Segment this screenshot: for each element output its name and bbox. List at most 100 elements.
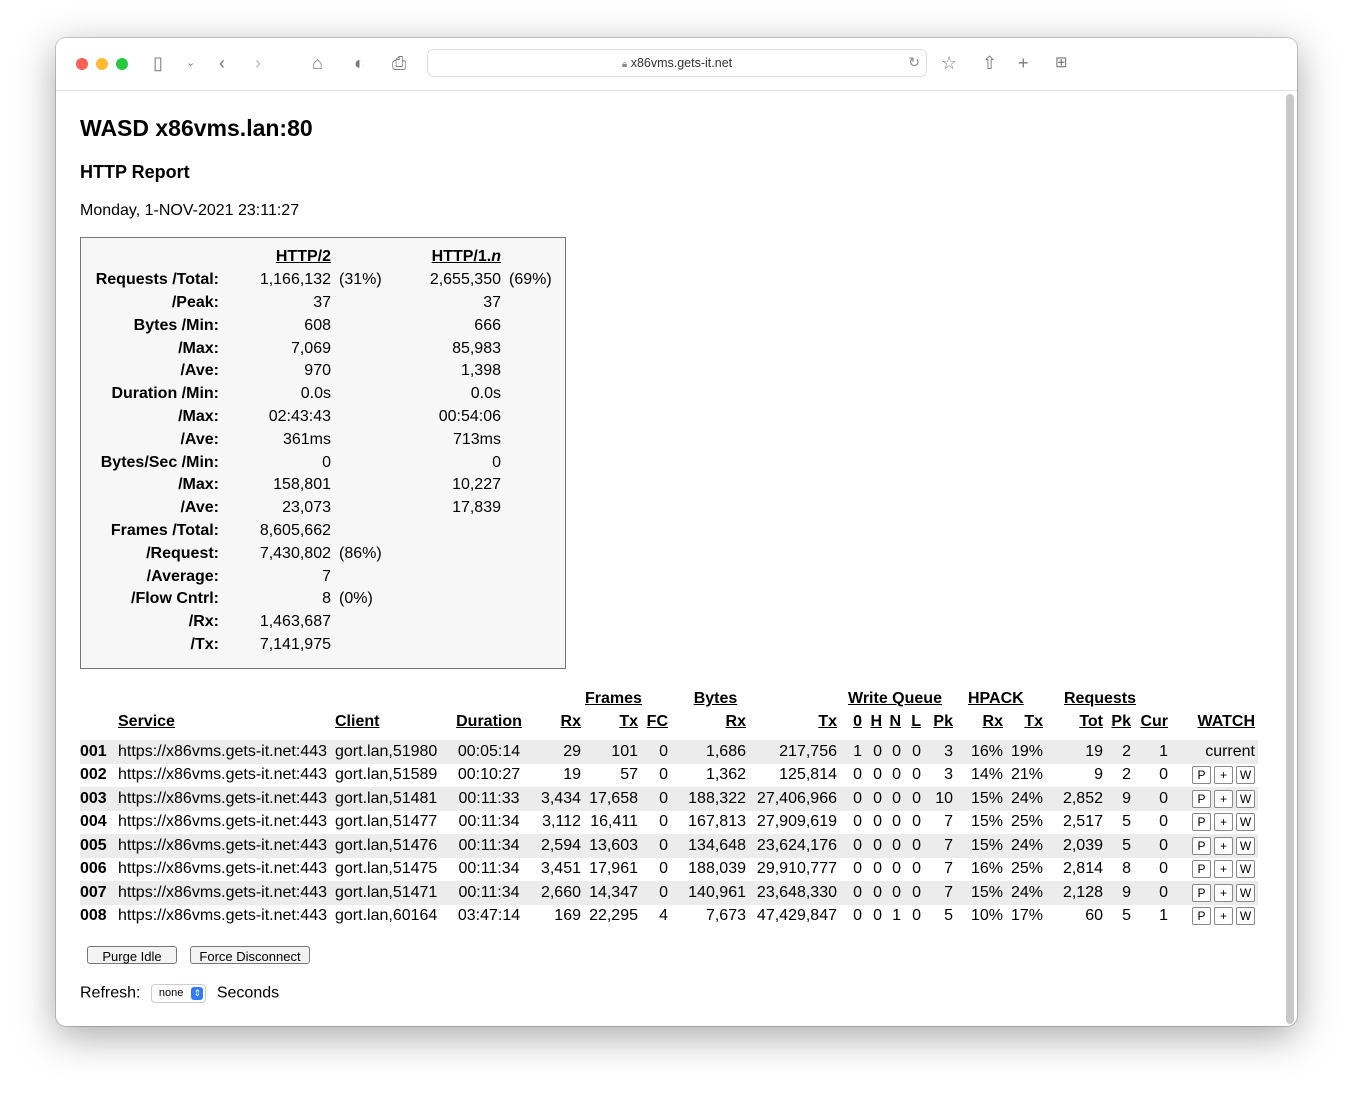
summary-row: Bytes /Min: 608 666: [81, 314, 561, 337]
column-header[interactable]: Service: [118, 713, 175, 731]
connection-cell: 0: [1134, 881, 1171, 905]
share-icon[interactable]: ⇧: [982, 53, 998, 73]
bytes-group-header: Bytes: [693, 689, 738, 707]
purge-connection-button[interactable]: P: [1192, 789, 1211, 808]
minimize-window-button[interactable]: [96, 58, 108, 70]
connection-cell: 16%: [970, 860, 1003, 878]
watch-connection-button[interactable]: W: [1236, 766, 1255, 785]
expand-connection-button[interactable]: +: [1214, 789, 1233, 808]
connection-cell: 13,603: [584, 834, 641, 858]
column-header[interactable]: Rx: [560, 713, 581, 731]
summary-label: /Request:: [146, 544, 219, 562]
http1-value: 0: [492, 453, 501, 471]
purge-connection-button[interactable]: P: [1192, 883, 1211, 902]
connection-cell: 4: [659, 907, 668, 925]
sidebar-icon[interactable]: ▯: [153, 53, 163, 73]
column-header[interactable]: Rx: [725, 713, 746, 731]
connection-cell: 125,814: [779, 766, 837, 784]
watch-connection-button[interactable]: W: [1236, 789, 1255, 808]
column-header[interactable]: Duration: [456, 713, 522, 731]
http2-value: 361ms: [282, 430, 331, 448]
purge-idle-button[interactable]: Purge Idle: [87, 946, 177, 964]
http2-value: 970: [304, 362, 331, 380]
purge-connection-button[interactable]: P: [1192, 813, 1211, 832]
summary-row: /Peak: 37 37: [81, 292, 561, 315]
http2-percent: [331, 406, 389, 429]
connection-cell: 0: [912, 766, 921, 784]
purge-connection-button[interactable]: P: [1192, 860, 1211, 879]
column-header[interactable]: Tx: [818, 713, 837, 731]
purge-connection-button[interactable]: P: [1192, 836, 1211, 855]
column-header[interactable]: Client: [335, 713, 380, 731]
connection-cell: 0: [865, 787, 885, 811]
purge-connection-button[interactable]: P: [1192, 907, 1211, 926]
force-disconnect-button[interactable]: Force Disconnect: [190, 946, 310, 964]
select-arrows-icon: ⇕: [191, 986, 204, 1000]
column-header[interactable]: Pk: [933, 713, 953, 731]
column-header[interactable]: Rx: [982, 713, 1003, 731]
column-header[interactable]: L: [911, 713, 921, 731]
report-date: Monday, 1-NOV-2021 23:11:27: [80, 202, 300, 219]
connection-row: 007 https://x86vms.gets-it.net:443 gort.la…: [80, 881, 1258, 905]
connection-cell: https://x86vms.gets-it.net:443: [118, 787, 335, 811]
forward-icon[interactable]: ›: [255, 53, 261, 73]
http1-value: [389, 611, 501, 634]
tabs-grid-icon[interactable]: ⊞: [1055, 54, 1068, 71]
http1-percent: [501, 292, 561, 315]
column-header[interactable]: H: [870, 713, 882, 731]
purge-connection-button[interactable]: P: [1192, 766, 1211, 785]
watch-connection-button[interactable]: W: [1236, 860, 1255, 879]
watch-connection-button[interactable]: W: [1236, 813, 1255, 832]
summary-row: Requests /Total: 1,166,132 (31%) 2,655,350 (…: [81, 269, 561, 292]
column-header[interactable]: Tot: [1079, 713, 1103, 731]
column-header[interactable]: WATCH: [1197, 713, 1255, 731]
expand-connection-button[interactable]: +: [1214, 813, 1233, 832]
reload-icon[interactable]: ↻: [908, 54, 920, 70]
connection-cell: 0: [1134, 787, 1171, 811]
zoom-window-button[interactable]: [116, 58, 128, 70]
expand-connection-button[interactable]: +: [1214, 836, 1233, 855]
refresh-label: Refresh:: [80, 984, 141, 1002]
http2-value: 7,069: [290, 339, 331, 357]
expand-connection-button[interactable]: +: [1214, 883, 1233, 902]
watch-connection-button[interactable]: W: [1236, 907, 1255, 926]
connection-row: 003 https://x86vms.gets-it.net:443 gort.la…: [80, 787, 1258, 811]
http1-percent: [501, 565, 561, 588]
expand-connection-button[interactable]: +: [1214, 907, 1233, 926]
connection-cell: 2,660: [526, 881, 584, 905]
refresh-unit: Seconds: [216, 984, 280, 1002]
connection-cell: 0: [840, 787, 865, 811]
watch-connection-button[interactable]: W: [1236, 836, 1255, 855]
close-window-button[interactable]: [76, 58, 88, 70]
http2-percent: [331, 520, 389, 543]
refresh-select[interactable]: none ⇕: [150, 984, 207, 1003]
summary-row: /Tx: 7,141,975: [81, 634, 561, 657]
browser-window: ▯ ⌄ ‹ › ⌂ ◐ ⎙ 🔒︎ x86vms.gets-it.net ↻ ☆ …: [56, 38, 1297, 1026]
http1-value: 1,398: [460, 362, 501, 380]
connection-cell: 3,112: [542, 813, 581, 831]
column-header[interactable]: FC: [646, 713, 668, 731]
chevron-down-icon[interactable]: ⌄: [186, 57, 196, 69]
column-header[interactable]: 0: [853, 713, 862, 731]
home-icon[interactable]: ⌂: [312, 53, 323, 73]
column-header[interactable]: Cur: [1140, 713, 1168, 731]
shield-icon[interactable]: ◐: [354, 53, 365, 73]
address-bar[interactable]: 🔒︎ x86vms.gets-it.net ↻: [427, 49, 927, 77]
connection-cell: 15%: [970, 813, 1003, 831]
column-header[interactable]: N: [889, 713, 901, 731]
expand-connection-button[interactable]: +: [1214, 766, 1233, 785]
http2-percent: [331, 451, 389, 474]
star-icon[interactable]: ☆: [941, 53, 958, 73]
plus-icon[interactable]: +: [1018, 53, 1029, 73]
connection-cell: 217,756: [749, 740, 840, 764]
back-icon[interactable]: ‹: [219, 53, 225, 73]
expand-connection-button[interactable]: +: [1214, 860, 1233, 879]
column-header[interactable]: Tx: [1024, 713, 1043, 731]
scrollbar[interactable]: [1286, 94, 1294, 1024]
connection-cell: 3,451: [540, 860, 581, 878]
connection-cell: 00:11:34: [458, 860, 520, 878]
column-header[interactable]: Pk: [1111, 713, 1131, 731]
print-icon[interactable]: ⎙: [392, 53, 407, 73]
column-header[interactable]: Tx: [619, 713, 638, 731]
watch-connection-button[interactable]: W: [1236, 883, 1255, 902]
